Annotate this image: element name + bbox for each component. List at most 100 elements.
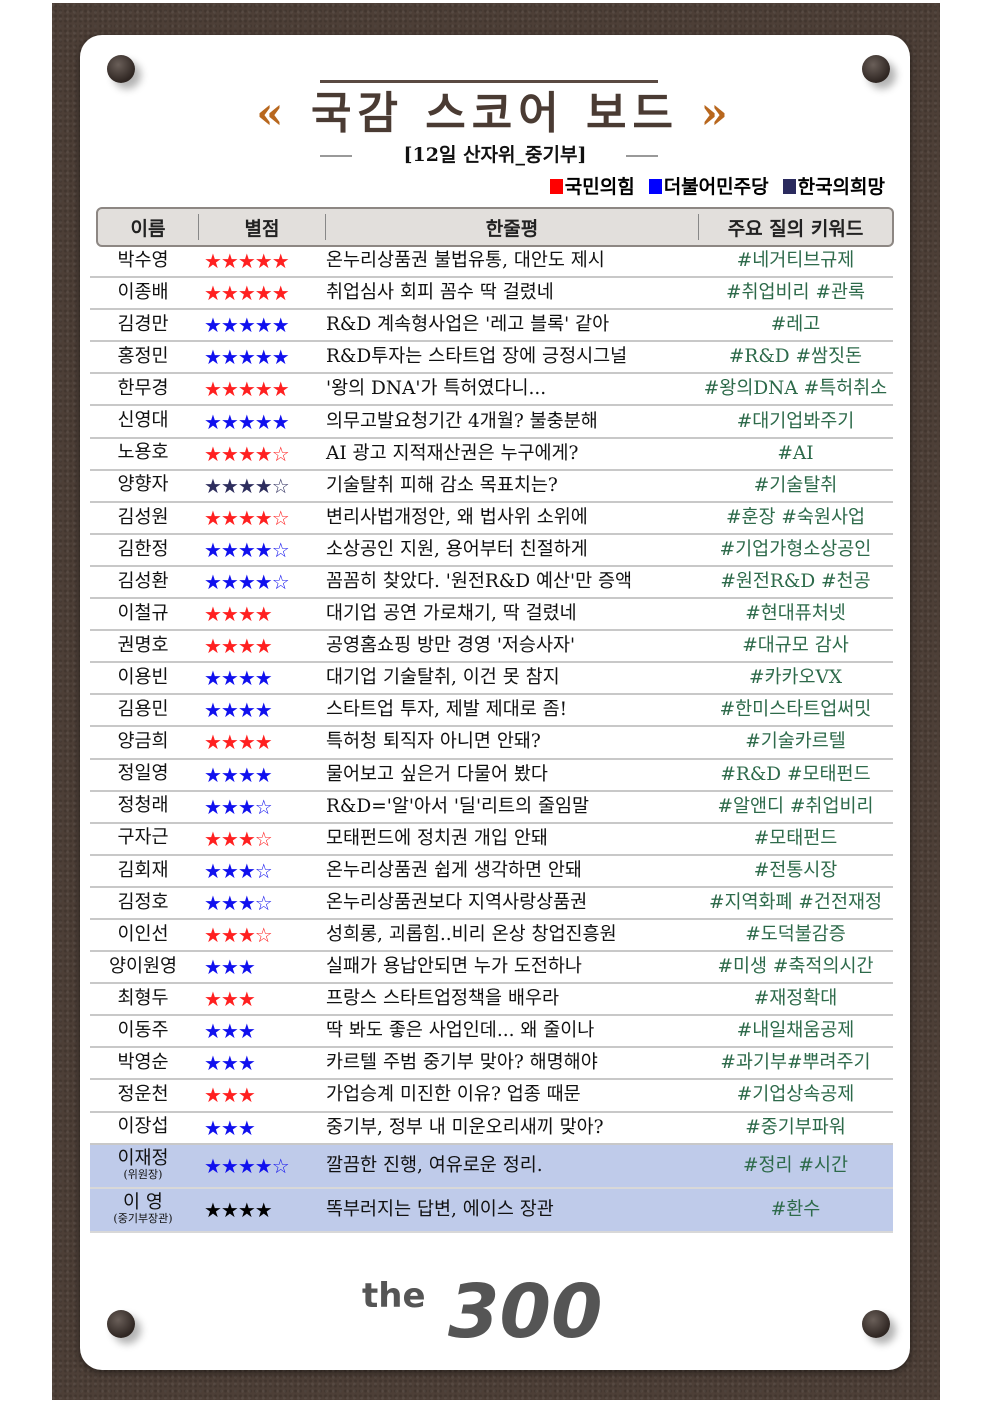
logo-small-text: the	[362, 1276, 426, 1316]
title-rule	[320, 80, 658, 83]
keyword-tags: #대규모 감사	[742, 635, 849, 657]
star-rating: ★★★★☆	[204, 1153, 290, 1178]
legend-label: 더불어민주당	[663, 176, 769, 198]
keyword-tags: #레고	[770, 314, 821, 336]
name-text: 양금희	[117, 731, 169, 753]
member-name: 한무경	[90, 378, 196, 400]
member-name: 이철규	[90, 604, 196, 624]
one-line-review: 똑부러지는 답변, 에이스 장관	[326, 1198, 554, 1220]
the300-logo: the 300	[362, 1269, 602, 1347]
member-name: 이 영 (중기부장관)	[90, 1191, 196, 1226]
table-row: 양이원영 ★★★ 실패가 용납안되면 누가 도전하나 #미생 #축적의시간	[90, 952, 893, 985]
name-text: 김성환	[117, 570, 169, 592]
table-row: 박영순 ★★★ 카르텔 주범 중기부 맞아? 해명해야 #과기부#뿌려주기	[90, 1048, 893, 1081]
logo-big-text: 300	[448, 1269, 602, 1347]
star-rating: ★★★★★	[204, 409, 290, 434]
star-rating: ★★★☆	[204, 826, 273, 851]
keyword-tags: #도덕불감증	[745, 924, 846, 946]
star-rating: ★★★☆	[204, 890, 273, 915]
pin-icon	[862, 1310, 890, 1338]
name-text: 정운천	[117, 1084, 169, 1106]
col-comment: 한줄평	[485, 217, 539, 240]
member-name: 양금희	[90, 731, 196, 753]
one-line-review: 취업심사 회피 꼼수 딱 걸렸네	[326, 282, 554, 304]
table-header: 이름 별점 한줄평 주요 질의 키워드	[96, 207, 894, 247]
table-row: 김성원 ★★★★☆ 변리사법개정안, 왜 법사위 소위에 #훈장 #숙원사업	[90, 503, 893, 535]
legend-label: 한국의희망	[797, 176, 885, 198]
role-text: (중기부장관)	[113, 1212, 173, 1226]
highlight-row: 이재정 (위원장) ★★★★☆ 깔끔한 진행, 여유로운 정리. #정리 #시간	[90, 1144, 893, 1189]
star-rating: ★★★★	[204, 634, 273, 659]
name-text: 김경만	[117, 313, 169, 335]
keyword-tags: #현대퓨처넷	[745, 603, 846, 625]
col-rating: 별점	[244, 217, 280, 240]
table-row: 최형두 ★★★ 프랑스 스타트업정책을 배우라 #재정확대	[90, 984, 893, 1017]
table-row: 김정호 ★★★☆ 온누리상품권보다 지역사랑상품권 #지역화폐 #건전재정	[90, 888, 893, 920]
one-line-review: 가업승계 미진한 이유? 업종 때문	[326, 1084, 581, 1106]
name-text: 이동주	[117, 1020, 169, 1042]
keyword-tags: #전통시장	[753, 859, 838, 881]
star-rating: ★★★★★	[204, 313, 290, 338]
one-line-review: 중기부, 정부 내 미운오리새끼 맞아?	[326, 1116, 604, 1138]
one-line-review: 특허청 퇴직자 아니면 안돼?	[326, 731, 541, 753]
keyword-tags: #중기부파워	[745, 1116, 846, 1138]
keyword-tags: #모태펀드	[753, 827, 838, 849]
star-rating: ★★★★	[204, 698, 273, 723]
name-text: 양이원영	[108, 955, 178, 977]
table-row: 한무경 ★★★★★ '왕의 DNA'가 특허였다니... #왕의DNA #특허취소	[90, 374, 893, 407]
star-rating: ★★★★★	[204, 377, 290, 402]
table-row: 이인선 ★★★☆ 성희롱, 괴롭힘..비리 온상 창업진흥원 #도덕불감증	[90, 920, 893, 953]
table-row: 김회재 ★★★☆ 온누리상품권 쉽게 생각하면 안돼 #전통시장	[90, 856, 893, 888]
right-angle-mark: »	[700, 88, 734, 139]
name-text: 박수영	[117, 249, 169, 271]
divider	[198, 214, 199, 240]
keyword-tags: #왕의DNA #특허취소	[703, 378, 888, 400]
left-angle-mark: «	[256, 88, 290, 139]
name-text: 신영대	[117, 410, 169, 432]
name-text: 이종배	[117, 281, 169, 303]
member-name: 김성환	[90, 570, 196, 592]
keyword-tags: #미생 #축적의시간	[717, 956, 874, 978]
divider	[325, 214, 326, 240]
keyword-tags: #R&D #모태펀드	[720, 763, 871, 785]
one-line-review: 온누리상품권 불법유통, 대안도 제시	[326, 250, 605, 272]
one-line-review: 기술탈취 피해 감소 목표치는?	[326, 474, 558, 496]
table-row: 구자근 ★★★☆ 모태펀드에 정치권 개입 안돼 #모태펀드	[90, 824, 893, 856]
star-rating: ★★★★	[204, 666, 273, 691]
table-row: 이동주 ★★★ 딱 봐도 좋은 사업인데... 왜 줄이나 #내일채움공제	[90, 1016, 893, 1049]
star-rating: ★★★☆	[204, 794, 273, 819]
star-rating: ★★★★☆	[204, 441, 290, 466]
member-name: 권명호	[90, 636, 196, 656]
table-row: 김경만 ★★★★★ R&D 계속형사업은 '레고 블록' 같아 #레고	[90, 310, 893, 343]
one-line-review: R&D='알'아서 '딜'리트의 줄임말	[326, 795, 590, 817]
name-text: 한무경	[117, 378, 169, 400]
member-name: 이동주	[90, 1020, 196, 1042]
name-text: 구자근	[117, 827, 169, 849]
member-name: 최형두	[90, 989, 196, 1009]
member-name: 이종배	[90, 281, 196, 303]
one-line-review: 실패가 용납안되면 누가 도전하나	[326, 956, 582, 978]
legend-item: 한국의희망	[782, 175, 885, 199]
star-rating: ★★★	[204, 1019, 256, 1044]
star-rating: ★★★	[204, 1115, 256, 1140]
col-name: 이름	[130, 217, 166, 240]
star-rating: ★★★★☆	[204, 505, 290, 530]
title-text: 국감 스코어 보드	[311, 88, 679, 139]
member-name: 홍정민	[90, 346, 196, 368]
star-rating: ★★★☆	[204, 858, 273, 883]
name-text: 이 영	[123, 1191, 163, 1213]
one-line-review: 소상공인 지원, 용어부터 친절하게	[326, 538, 588, 560]
star-rating: ★★★★☆	[204, 569, 290, 594]
star-rating: ★★★★☆	[204, 473, 290, 498]
star-rating: ★★★★☆	[204, 537, 290, 562]
member-name: 김정호	[90, 893, 196, 913]
one-line-review: R&D투자는 스타트업 장에 긍정시그널	[326, 346, 628, 368]
name-text: 홍정민	[117, 346, 169, 368]
legend-item: 국민의힘	[549, 175, 635, 199]
one-line-review: R&D 계속형사업은 '레고 블록' 같아	[326, 314, 610, 336]
one-line-review: 대기업 기술탈취, 이건 못 참지	[326, 667, 560, 689]
keyword-tags: #대기업봐주기	[736, 410, 855, 432]
table-row: 이종배 ★★★★★ 취업심사 회피 꼼수 딱 걸렸네 #취업비리 #관록	[90, 278, 893, 311]
one-line-review: 온누리상품권보다 지역사랑상품권	[326, 891, 588, 913]
name-text: 김성원	[117, 506, 169, 528]
